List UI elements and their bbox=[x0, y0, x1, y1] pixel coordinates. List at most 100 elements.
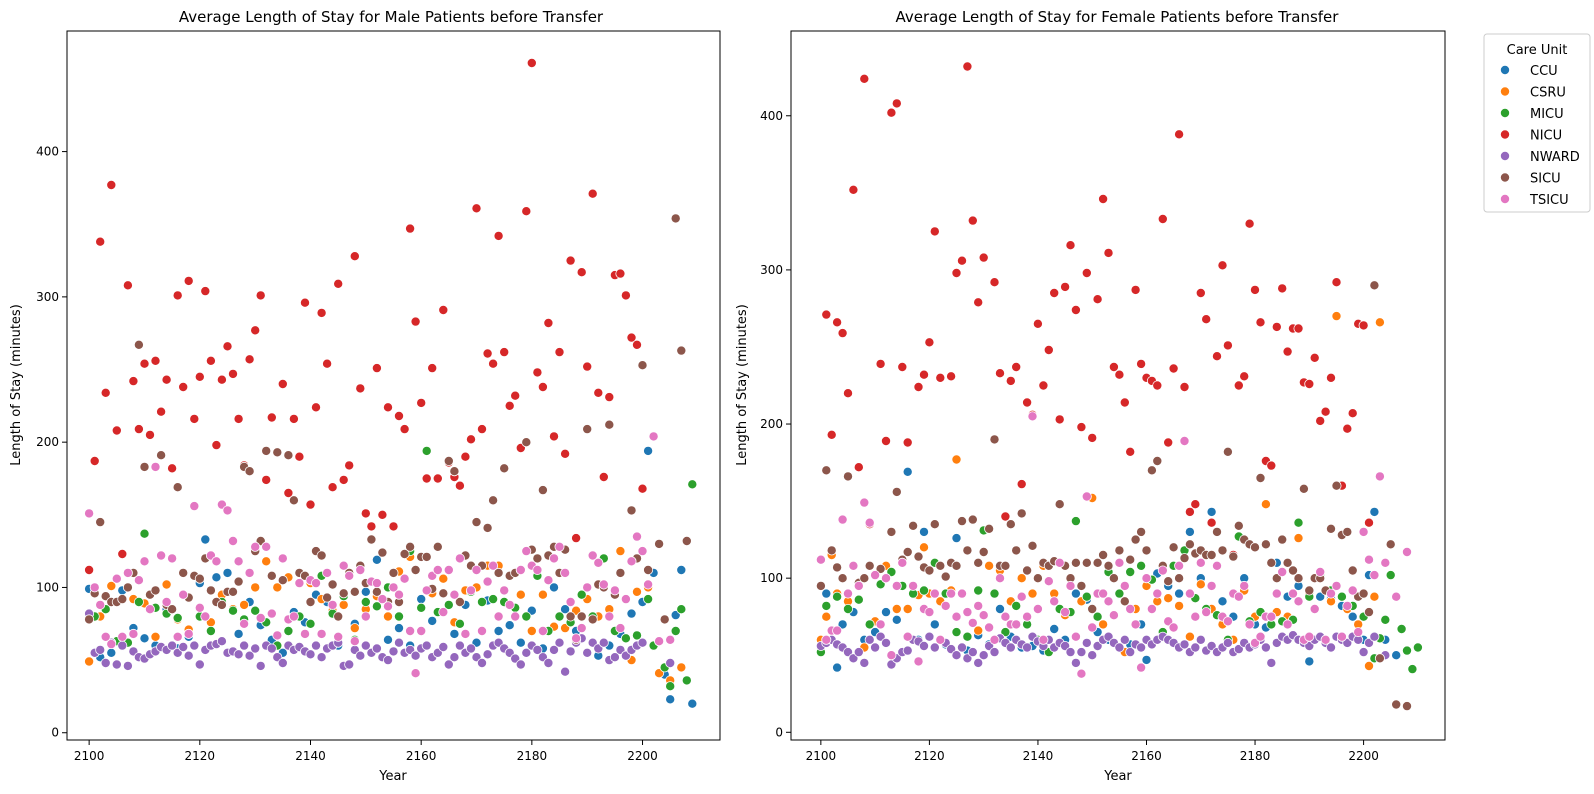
female-point-ccu bbox=[1304, 656, 1315, 667]
male-x-tick-label: 2180 bbox=[517, 749, 548, 763]
male-point-nicu bbox=[106, 179, 117, 190]
male-point-tsicu bbox=[133, 575, 144, 586]
male-point-sicu bbox=[482, 522, 493, 533]
male-point-csru bbox=[239, 599, 250, 610]
female-point-tsicu bbox=[1374, 471, 1385, 482]
male-point-sicu bbox=[493, 567, 504, 578]
female-point-tsicu bbox=[886, 650, 897, 661]
male-point-nward bbox=[244, 650, 255, 661]
female-point-nicu bbox=[853, 462, 864, 473]
male-point-nicu bbox=[266, 412, 277, 423]
female-point-nward bbox=[1087, 650, 1098, 661]
male-point-micu bbox=[488, 594, 499, 605]
female-point-nicu bbox=[962, 61, 973, 72]
female-point-tsicu bbox=[1369, 570, 1380, 581]
female-point-tsicu bbox=[1114, 557, 1125, 568]
female-point-tsicu bbox=[1391, 591, 1402, 602]
legend-marker-ccu bbox=[1500, 65, 1511, 76]
male-point-nicu bbox=[172, 290, 183, 301]
male-point-tsicu bbox=[476, 626, 487, 637]
female-point-nicu bbox=[1016, 479, 1027, 490]
female-point-nicu bbox=[946, 371, 957, 382]
female-point-sicu bbox=[1054, 499, 1065, 510]
male-point-tsicu bbox=[587, 550, 598, 561]
female-point-nward bbox=[864, 634, 875, 645]
female-point-sicu bbox=[1027, 540, 1038, 551]
male-point-tsicu bbox=[211, 556, 222, 567]
female-point-nicu bbox=[826, 429, 837, 440]
male-point-nward bbox=[100, 658, 111, 669]
female-point-ccu bbox=[821, 588, 832, 599]
male-point-nicu bbox=[355, 383, 366, 394]
male-point-sicu bbox=[388, 567, 399, 578]
female-point-nicu bbox=[973, 297, 984, 308]
female-point-nward bbox=[924, 631, 935, 642]
female-point-nicu bbox=[1108, 361, 1119, 372]
female-point-nicu bbox=[1179, 381, 1190, 392]
male-point-nicu bbox=[111, 425, 122, 436]
male-point-csru bbox=[515, 589, 526, 600]
male-point-micu bbox=[371, 601, 382, 612]
male-point-nward bbox=[194, 659, 205, 670]
female-point-nicu bbox=[1304, 378, 1315, 389]
female-point-csru bbox=[1331, 311, 1342, 322]
female-point-micu bbox=[1136, 560, 1147, 571]
male-point-nicu bbox=[537, 381, 548, 392]
female-point-tsicu bbox=[1239, 580, 1250, 591]
female-point-micu bbox=[1412, 642, 1423, 653]
male-point-tsicu bbox=[632, 531, 643, 542]
male-point-nicu bbox=[393, 410, 404, 421]
female-point-micu bbox=[1407, 664, 1418, 675]
male-point-nicu bbox=[620, 290, 631, 301]
male-point-nward bbox=[521, 647, 532, 658]
female-point-tsicu bbox=[1212, 560, 1223, 571]
male-point-nward bbox=[388, 646, 399, 657]
female-point-tsicu bbox=[1168, 622, 1179, 633]
female-point-micu bbox=[1114, 588, 1125, 599]
male-point-sicu bbox=[405, 541, 416, 552]
female-point-tsicu bbox=[1233, 591, 1244, 602]
female-point-micu bbox=[1385, 570, 1396, 581]
male-data-points bbox=[84, 58, 698, 709]
male-point-nward bbox=[532, 644, 543, 655]
male-subplot: Average Length of Stay for Male Patients… bbox=[9, 8, 721, 784]
female-point-ccu bbox=[1049, 624, 1060, 635]
male-point-nicu bbox=[167, 463, 178, 474]
male-point-tsicu bbox=[288, 611, 299, 622]
female-point-tsicu bbox=[929, 588, 940, 599]
female-x-tick-label: 2120 bbox=[914, 749, 945, 763]
male-point-sicu bbox=[449, 466, 460, 477]
female-point-tsicu bbox=[1277, 567, 1288, 578]
male-point-tsicu bbox=[95, 599, 106, 610]
female-point-nicu bbox=[957, 255, 968, 266]
female-point-nicu bbox=[1250, 284, 1261, 295]
female-point-sicu bbox=[1125, 554, 1136, 565]
female-chart-title: Average Length of Stay for Female Patien… bbox=[896, 8, 1340, 26]
male-point-csru bbox=[632, 586, 643, 597]
male-point-ccu bbox=[515, 637, 526, 648]
male-point-nicu bbox=[554, 347, 565, 358]
male-point-sicu bbox=[432, 541, 443, 552]
female-point-sicu bbox=[1282, 557, 1293, 568]
female-point-nicu bbox=[875, 358, 886, 369]
female-point-sicu bbox=[1081, 557, 1092, 568]
male-point-tsicu bbox=[100, 631, 111, 642]
male-point-tsicu bbox=[84, 508, 95, 519]
male-point-nward bbox=[382, 655, 393, 666]
male-point-nward bbox=[266, 643, 277, 654]
female-point-sicu bbox=[1163, 576, 1174, 587]
female-point-micu bbox=[1293, 517, 1304, 528]
female-point-tsicu bbox=[853, 580, 864, 591]
female-point-tsicu bbox=[1081, 491, 1092, 502]
female-point-nicu bbox=[832, 317, 843, 328]
female-point-sicu bbox=[951, 560, 962, 571]
female-point-nward bbox=[973, 657, 984, 668]
male-point-sicu bbox=[454, 597, 465, 608]
female-point-tsicu bbox=[1206, 580, 1217, 591]
male-point-nward bbox=[554, 637, 565, 648]
male-point-sicu bbox=[654, 538, 665, 549]
female-point-nicu bbox=[1342, 423, 1353, 434]
female-point-nicu bbox=[919, 369, 930, 380]
female-point-sicu bbox=[1250, 542, 1261, 553]
